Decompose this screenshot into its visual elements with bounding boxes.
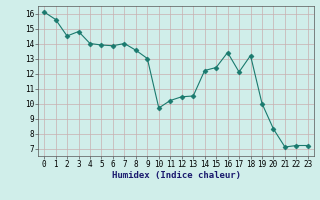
X-axis label: Humidex (Indice chaleur): Humidex (Indice chaleur)	[111, 171, 241, 180]
